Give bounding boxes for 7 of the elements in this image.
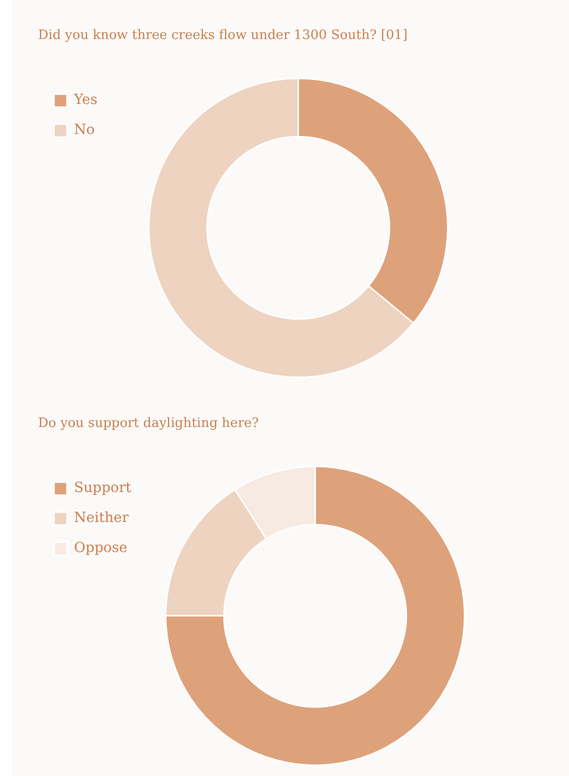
legend-label: Support (74, 480, 132, 496)
legend-label: No (74, 122, 95, 138)
legend-label: Yes (73, 92, 98, 108)
chart-title: Did you know three creeks flow under 1300 South? [01] (38, 28, 408, 44)
chart-title: Do you support daylighting here? (38, 416, 259, 432)
legend-label: Oppose (74, 540, 128, 556)
legend-label: Neither (74, 510, 129, 526)
